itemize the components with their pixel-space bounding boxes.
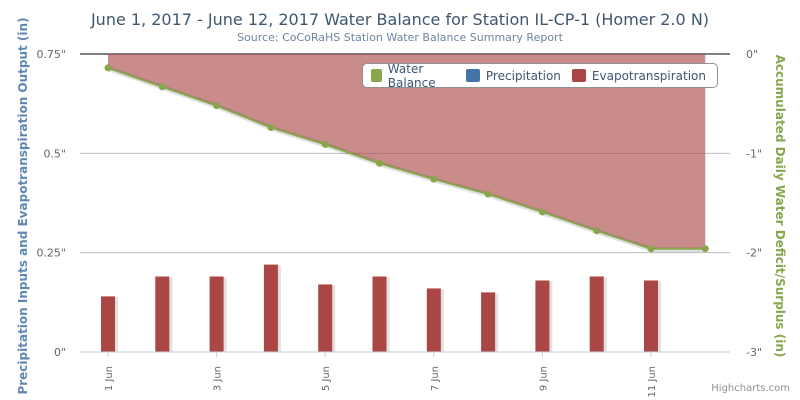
left-tick-label: 0" [54, 346, 66, 359]
water-balance-point [158, 83, 166, 91]
evapotranspiration-bar [481, 292, 496, 352]
credits-link[interactable]: Highcharts.com [711, 383, 790, 394]
x-tick-label: 9 Jun [538, 366, 549, 391]
evapotranspiration-bar [644, 280, 658, 352]
water-balance-point [321, 140, 329, 148]
water-balance-point [701, 245, 709, 253]
water-balance-line [107, 66, 706, 250]
right-tick-label: 0" [746, 48, 758, 61]
evapotranspiration-bar [535, 280, 550, 352]
evapotranspiration-bar [101, 296, 115, 352]
chart-legend: Water Balance Precipitation Evapotranspi… [362, 62, 718, 90]
water-balance-point [647, 245, 655, 253]
water-balance-point [376, 159, 383, 167]
right-tick-label: -1" [746, 147, 762, 160]
evapotranspiration-bar [155, 276, 170, 352]
right-axis-title: Accumulated Daily Water Deficit/Surplus … [773, 55, 787, 358]
water-deficit-area [108, 54, 706, 249]
left-tick-label: 0.25" [36, 247, 66, 260]
evapotranspiration-bar [263, 264, 278, 352]
x-tick-label: 11 Jun [647, 366, 658, 398]
water-balance-point [593, 227, 601, 235]
water-balance-point [430, 175, 438, 183]
water-balance-point [538, 208, 546, 216]
left-tick-label: 0.75" [36, 48, 66, 61]
legend-swatch-precipitation [465, 69, 480, 82]
legend-swatch-water-balance [371, 69, 382, 82]
right-tick-label: -3" [746, 346, 762, 359]
evapotranspiration-bar [209, 276, 224, 352]
left-tick-label: 0.5" [43, 147, 66, 160]
legend-label-precipitation: Precipitation [485, 68, 561, 83]
chart-subtitle: Source: CoCoRaHS Station Water Balance S… [237, 31, 563, 44]
water-balance-point [213, 102, 221, 110]
x-tick-label: 1 Jun [104, 366, 115, 391]
legend-label-water-balance: Water Balance [387, 61, 436, 90]
legend-swatch-evapotranspiration [571, 69, 586, 82]
evapotranspiration-bar [372, 276, 387, 352]
evapotranspiration-bar [589, 276, 604, 352]
legend-item-precipitation[interactable]: Precipitation [465, 68, 561, 83]
x-tick-label: 3 Jun [213, 366, 224, 391]
water-balance-point [484, 190, 492, 198]
legend-item-water-balance[interactable]: Water Balance [371, 62, 455, 90]
right-tick-label: -2" [746, 247, 762, 260]
water-balance-point [104, 64, 112, 72]
left-axis-title: Precipitation Inputs and Evapotranspirat… [16, 17, 30, 394]
legend-item-evapotranspiration[interactable]: Evapotranspiration [571, 68, 706, 83]
legend-label-evapotranspiration: Evapotranspiration [591, 68, 706, 83]
x-tick-label: 5 Jun [321, 366, 332, 391]
water-balance-point [267, 124, 275, 132]
x-tick-label: 7 Jun [430, 366, 441, 391]
chart-title: June 1, 2017 - June 12, 2017 Water Balan… [90, 10, 710, 29]
evapotranspiration-bar [426, 288, 441, 352]
evapotranspiration-bar [318, 284, 333, 352]
